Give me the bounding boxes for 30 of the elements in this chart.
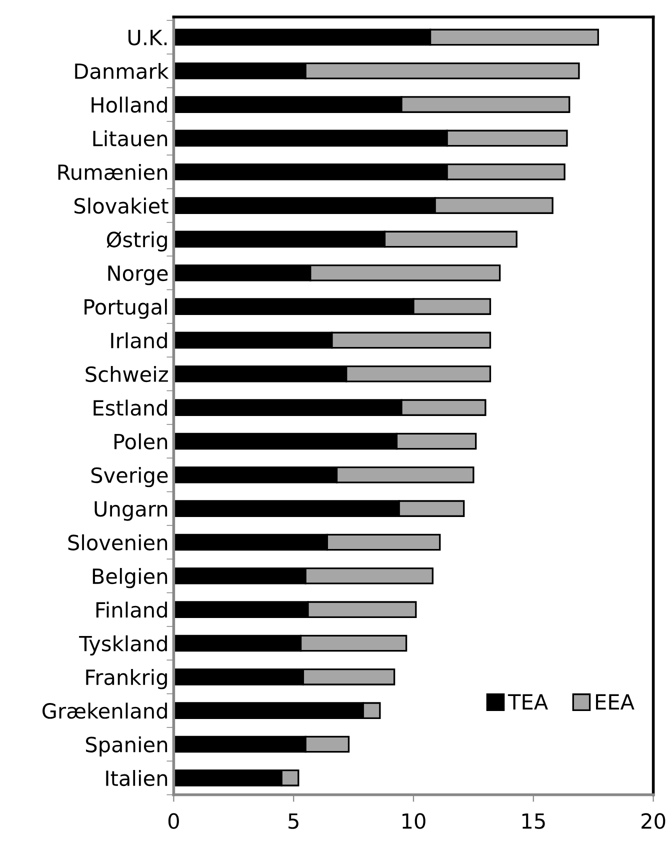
y-tick-label: Portugal <box>84 298 167 319</box>
y-tick-label: Grækenland <box>42 702 167 719</box>
y-tick-label: Frankrig <box>86 668 167 690</box>
y-tick-label: Polen <box>114 433 168 450</box>
legend-label: TEA <box>508 694 548 710</box>
y-tick-label: Belgien <box>92 568 168 588</box>
y-tick-label: Finland <box>96 602 167 618</box>
y-tick-label: Slovenien <box>68 534 168 550</box>
x-tick-label: 0 <box>168 813 179 829</box>
y-tick-label: Norge <box>108 266 168 286</box>
x-tick-label: 5 <box>288 813 298 829</box>
x-tick-label: 15 <box>522 813 545 829</box>
legend-label: EEA <box>596 694 634 710</box>
x-tick-label: 20 <box>642 813 666 829</box>
y-tick-label: Holland <box>92 96 167 113</box>
y-tick-label: Irland <box>111 332 167 348</box>
x-tick-label: 10 <box>402 813 426 829</box>
y-tick-label: Estland <box>94 400 167 416</box>
y-tick-label: Østrig <box>106 231 167 252</box>
y-tick-label: Ungarn <box>94 501 168 521</box>
y-tick-label: Rumænien <box>58 164 168 180</box>
y-tick-label: U.K. <box>128 30 167 46</box>
y-tick-label: Danmark <box>75 62 169 80</box>
y-tick-label: Slovakiet <box>74 198 168 214</box>
y-tick-label: Sverige <box>91 466 168 488</box>
y-tick-label: Schweiz <box>86 366 168 382</box>
y-tick-label: Spanien <box>86 736 168 756</box>
y-tick-label: Tyskland <box>79 635 167 656</box>
y-tick-label: Litauen <box>93 130 168 146</box>
y-tick-label: Italien <box>106 770 168 786</box>
